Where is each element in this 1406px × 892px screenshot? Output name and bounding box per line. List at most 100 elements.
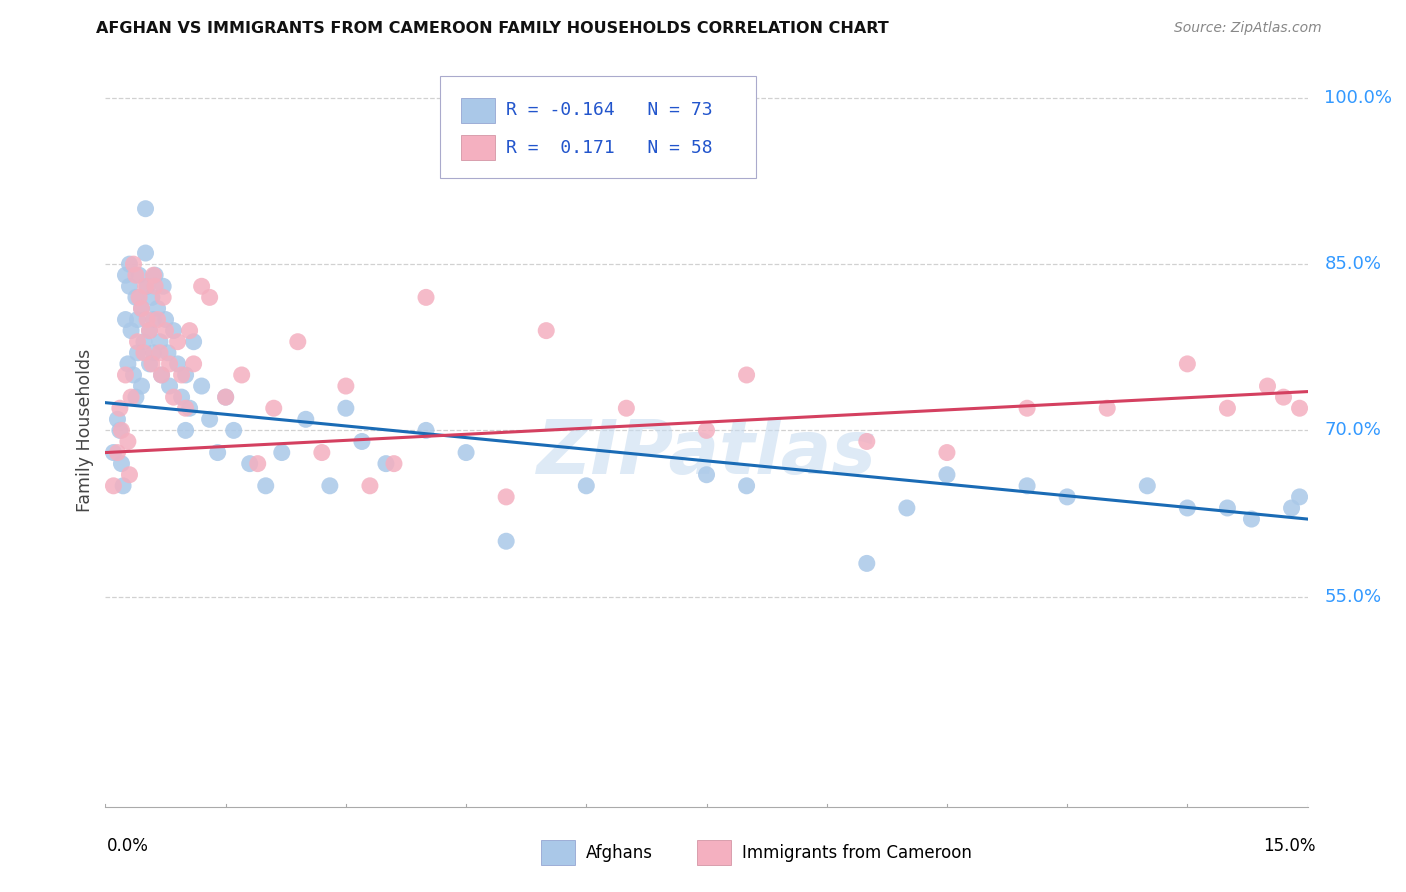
Point xyxy=(132,334,155,349)
Point xyxy=(141,357,163,371)
Point xyxy=(198,412,221,426)
Point xyxy=(855,557,877,571)
Point xyxy=(110,457,132,471)
Point xyxy=(936,467,959,482)
Point xyxy=(152,279,174,293)
Text: AFGHAN VS IMMIGRANTS FROM CAMEROON FAMILY HOUSEHOLDS CORRELATION CHART: AFGHAN VS IMMIGRANTS FROM CAMEROON FAMIL… xyxy=(96,21,889,36)
Point xyxy=(108,401,131,416)
Point xyxy=(374,457,396,471)
Point xyxy=(110,424,132,438)
Text: 0.0%: 0.0% xyxy=(107,837,149,855)
Point xyxy=(162,324,184,338)
Point xyxy=(125,390,148,404)
Point xyxy=(214,390,236,404)
Point xyxy=(125,268,148,283)
Point xyxy=(138,357,160,371)
Point xyxy=(735,479,758,493)
Point xyxy=(166,334,188,349)
Point xyxy=(122,257,145,271)
Text: 55.0%: 55.0% xyxy=(1324,588,1382,606)
Point xyxy=(127,346,149,360)
Point xyxy=(1288,490,1310,504)
Point xyxy=(143,268,166,283)
Point xyxy=(143,279,166,293)
Point xyxy=(112,479,135,493)
Point xyxy=(616,401,638,416)
Point xyxy=(735,368,758,382)
Point xyxy=(146,301,169,316)
Text: R =  0.171   N = 58: R = 0.171 N = 58 xyxy=(506,139,713,157)
Point xyxy=(415,424,437,438)
Point xyxy=(170,368,193,382)
Point xyxy=(1175,500,1198,515)
Text: Afghans: Afghans xyxy=(586,844,654,862)
Text: 85.0%: 85.0% xyxy=(1324,255,1382,273)
Point xyxy=(114,368,136,382)
Point xyxy=(155,324,177,338)
Point xyxy=(142,312,165,326)
Point xyxy=(131,379,153,393)
Point xyxy=(183,334,205,349)
Point xyxy=(415,290,437,304)
Point xyxy=(198,290,221,304)
Point xyxy=(174,401,197,416)
Point xyxy=(456,445,478,459)
Text: R = -0.164   N = 73: R = -0.164 N = 73 xyxy=(506,102,713,120)
Text: Source: ZipAtlas.com: Source: ZipAtlas.com xyxy=(1174,21,1322,35)
Point xyxy=(120,324,142,338)
Point xyxy=(107,412,129,426)
Point xyxy=(1281,500,1303,515)
Point xyxy=(152,290,174,304)
Point xyxy=(1015,479,1038,493)
Point xyxy=(107,445,129,459)
Point xyxy=(138,324,160,338)
Point xyxy=(162,390,184,404)
Point xyxy=(150,368,173,382)
Point xyxy=(170,390,193,404)
Point xyxy=(936,445,959,459)
Point xyxy=(179,324,201,338)
Point xyxy=(190,279,212,293)
Point xyxy=(1097,401,1119,416)
Point xyxy=(207,445,229,459)
Point xyxy=(142,268,165,283)
Text: 100.0%: 100.0% xyxy=(1324,89,1392,107)
Point xyxy=(131,301,153,316)
Point xyxy=(222,424,245,438)
Point xyxy=(155,312,177,326)
Point xyxy=(179,401,201,416)
Text: Immigrants from Cameroon: Immigrants from Cameroon xyxy=(742,844,972,862)
Point xyxy=(575,479,598,493)
Point xyxy=(136,312,159,326)
Point xyxy=(156,346,179,360)
Point xyxy=(117,434,139,449)
Point xyxy=(166,357,188,371)
Point xyxy=(131,301,153,316)
Point xyxy=(534,324,557,338)
Point xyxy=(896,500,918,515)
Point xyxy=(135,279,157,293)
Point xyxy=(174,368,197,382)
Text: 70.0%: 70.0% xyxy=(1324,421,1381,440)
Point xyxy=(120,390,142,404)
Text: ZIPatlas: ZIPatlas xyxy=(537,417,876,490)
Point xyxy=(1216,500,1239,515)
Point xyxy=(118,279,141,293)
Point xyxy=(335,401,357,416)
Point xyxy=(135,202,157,216)
Point xyxy=(246,457,269,471)
Point xyxy=(127,312,149,326)
Point xyxy=(1015,401,1038,416)
Point xyxy=(295,412,318,426)
Point xyxy=(1136,479,1159,493)
Y-axis label: Family Households: Family Households xyxy=(76,349,94,512)
Point xyxy=(335,379,357,393)
Point xyxy=(495,534,517,549)
Point xyxy=(174,424,197,438)
Point xyxy=(1175,357,1198,371)
Point xyxy=(254,479,277,493)
Point xyxy=(319,479,342,493)
Point xyxy=(350,434,373,449)
Point xyxy=(149,334,172,349)
Point xyxy=(214,390,236,404)
